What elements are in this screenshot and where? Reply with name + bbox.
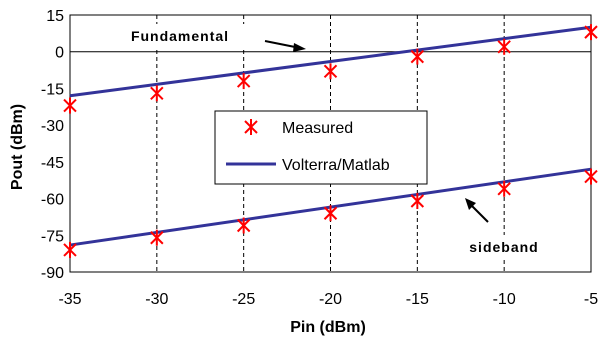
data-point-sideband [63,241,77,258]
x-tick-label: -25 [232,291,255,308]
legend-volterra-label: Volterra/Matlab [282,157,390,174]
y-tick-label: -75 [41,228,64,245]
annotation-sideband-box [448,235,560,258]
x-tick-label: -15 [406,291,429,308]
legend-measured-marker [244,119,258,135]
data-point-sideband [323,205,338,222]
series-line-fundamental [69,25,592,98]
annotation-fundamental: Fundamental [109,24,306,52]
data-point-fundamental [410,48,425,65]
plot-frame [69,14,592,273]
x-tick-label: -35 [58,291,81,308]
data-point-fundamental [323,63,338,80]
y-tick-label: 0 [55,45,64,62]
legend: Measured Volterra/Matlab [214,110,428,185]
y-tick-label: -60 [41,192,64,209]
series-markers [63,24,598,258]
y-axis-title: Pout (dBm) [9,104,26,190]
y-tick-label: 15 [46,8,64,25]
y-tick-labels: 15 0 -15 -30 -45 -60 -75 -90 [41,8,64,282]
x-tick-label: -30 [145,291,168,308]
annotation-fundamental-box [109,24,252,47]
data-point-fundamental [497,38,511,55]
x-tick-labels: -35 -30 -25 -20 -15 -10 -5 [58,291,598,308]
data-point-fundamental [63,97,77,114]
annotation-sideband-arrow [469,203,489,223]
data-point-fundamental [150,85,164,102]
data-point-sideband [150,229,164,246]
data-point-fundamental [584,24,598,41]
data-point-fundamental [236,73,251,90]
data-point-sideband [497,180,511,197]
legend-star-marker [244,119,258,135]
y-tick-label: -45 [41,155,64,172]
y-tick-label: -90 [41,265,64,282]
data-point-sideband [410,193,425,210]
x-tick-label: -20 [319,291,342,308]
data-point-sideband [584,168,598,185]
annotation-fundamental-arrowhead [293,43,306,52]
y-tick-label: -15 [41,81,64,98]
data-point-sideband [236,217,251,234]
x-axis-title: Pin (dBm) [290,319,366,336]
annotation-sideband: sideband [448,198,560,258]
x-tick-label: -5 [584,291,598,308]
annotation-fundamental-label: Fundamental [131,28,229,44]
legend-measured-label: Measured [282,120,353,137]
annotation-sideband-label: sideband [469,239,538,255]
x-tick-label: -10 [493,291,516,308]
annotation-sideband-arrowhead [465,198,476,210]
y-tick-label: -30 [41,118,64,135]
